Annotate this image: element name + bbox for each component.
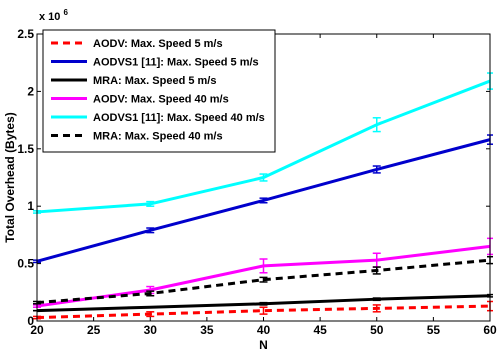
x-tick-label-8: 60 bbox=[483, 323, 497, 337]
legend-label-3: AODV: Max. Speed 40 m/s bbox=[93, 94, 229, 106]
error-bar-1-3 bbox=[372, 165, 381, 174]
legend-box bbox=[42, 29, 276, 153]
x-tick-label-0: 20 bbox=[30, 323, 44, 337]
error-bar-4-1 bbox=[146, 200, 155, 207]
legend-label-1: AODVS1 [11]: Max. Speed 5 m/s bbox=[93, 57, 259, 69]
x-tick-label-7: 55 bbox=[427, 323, 441, 337]
x-tick-label-5: 45 bbox=[313, 323, 327, 337]
error-bar-1-1 bbox=[146, 227, 155, 234]
series-2 bbox=[33, 293, 493, 313]
y-tick-label-5: 2.5 bbox=[17, 27, 34, 41]
legend-label-2: MRA: Max. Speed 5 m/s bbox=[93, 75, 216, 87]
y-tick-label-4: 2 bbox=[27, 84, 34, 98]
series-1 bbox=[33, 134, 493, 264]
error-bar-0-2 bbox=[259, 306, 268, 315]
y-tick-label-0: 0 bbox=[27, 314, 34, 328]
y-tick-label-2: 1 bbox=[27, 199, 34, 213]
error-bar-3-2 bbox=[259, 258, 268, 274]
legend: AODV: Max. Speed 5 m/s AODVS1 [11]: Max. … bbox=[42, 29, 276, 153]
x-tick-label-6: 50 bbox=[370, 323, 384, 337]
error-bar-1-2 bbox=[259, 197, 268, 204]
axes-layer: 20 25 30 35 40 45 50 55 60 0 0.5 1 1.5 2 2.5 bbox=[17, 27, 497, 337]
error-bar-0-1 bbox=[146, 311, 155, 318]
y-exponent-base: x 10 bbox=[39, 11, 60, 23]
y-axis-title: Total Overhead (Bytes) bbox=[3, 112, 17, 242]
y-tick-label-1: 0.5 bbox=[17, 257, 34, 271]
error-bar-5-3 bbox=[372, 266, 381, 275]
series-line-0 bbox=[36, 304, 491, 320]
error-bar-5-2 bbox=[259, 276, 268, 283]
y-tick-label-3: 1.5 bbox=[17, 142, 34, 156]
x-tick-label-1: 25 bbox=[87, 323, 101, 337]
legend-label-0: AODV: Max. Speed 5 m/s bbox=[93, 38, 223, 50]
legend-label-5: MRA: Max. Speed 40 m/s bbox=[93, 131, 223, 143]
legend-label-4: AODVS1 [11]: Max. Speed 40 m/s bbox=[93, 112, 265, 124]
x-axis-title: N bbox=[259, 338, 268, 352]
error-bar-4-3 bbox=[372, 117, 381, 133]
y-exponent-power: 6 bbox=[63, 8, 68, 17]
error-bar-4-2 bbox=[259, 173, 268, 182]
x-tick-label-2: 30 bbox=[144, 323, 158, 337]
x-tick-label-3: 35 bbox=[200, 323, 214, 337]
series-line-5 bbox=[36, 258, 491, 305]
x-tick-label-4: 40 bbox=[257, 323, 271, 337]
series-layer bbox=[33, 72, 493, 320]
y-axis-exponent: x 10 6 bbox=[39, 8, 68, 23]
error-bar-2-3 bbox=[372, 297, 381, 302]
error-bar-0-3 bbox=[372, 304, 381, 313]
error-bar-5-1 bbox=[146, 290, 155, 297]
error-bar-2-2 bbox=[259, 301, 268, 306]
